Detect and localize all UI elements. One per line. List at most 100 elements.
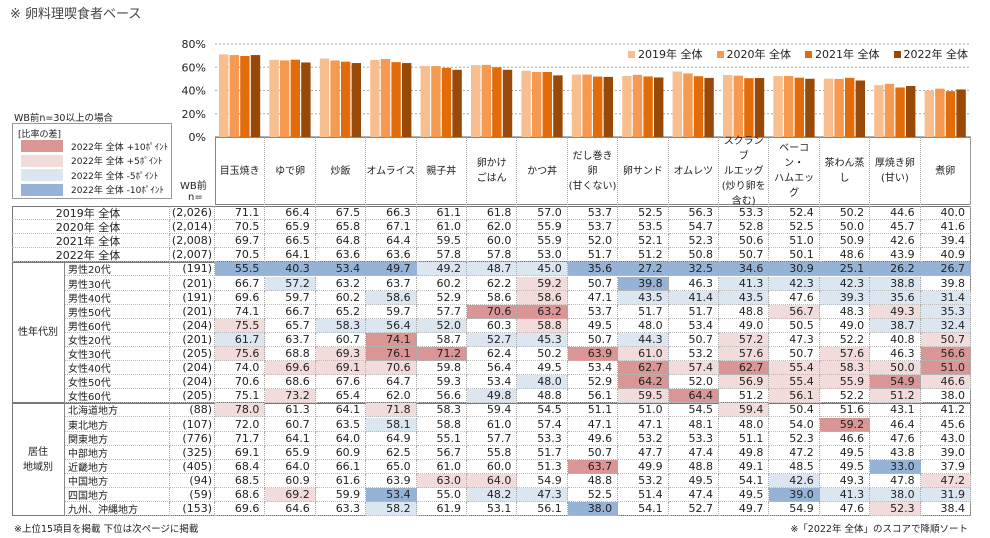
- table-cell: 53.4: [366, 488, 417, 503]
- bar: [290, 59, 300, 137]
- table-cell: 47.6: [870, 431, 921, 446]
- table-cell: 61.0: [416, 459, 467, 474]
- bar: [492, 67, 502, 137]
- table-cell: 48.8: [719, 304, 770, 319]
- bar: [351, 63, 361, 137]
- table-cell: 47.2: [769, 445, 820, 460]
- table-cell: 32.4: [920, 318, 971, 333]
- row-label: 男性20代: [65, 262, 170, 277]
- table-cell: 43.5: [618, 290, 669, 305]
- legend-swatch: [805, 51, 812, 58]
- table-cell: 41.3: [819, 488, 871, 503]
- table-cell: 32.5: [668, 262, 719, 277]
- legend-swatch: [716, 51, 724, 58]
- table-cell: 63.5: [315, 417, 367, 432]
- legend-item: 2021年 全体: [805, 46, 880, 62]
- legend-swatch: [893, 51, 901, 58]
- table-cell: 43.5: [719, 290, 770, 305]
- table-cell: 54.9: [870, 375, 921, 390]
- table-cell: 57.8: [467, 248, 518, 263]
- heat-swatch: [21, 169, 63, 181]
- group-label: 居住 地域別: [12, 403, 65, 517]
- table-cell: 61.7: [215, 332, 266, 347]
- table-cell: 64.9: [366, 431, 417, 446]
- table-cell: 73.2: [265, 389, 316, 404]
- table-cell: 55.5: [215, 262, 266, 277]
- row-n: (204): [170, 375, 215, 390]
- table-cell: 31.9: [920, 488, 971, 503]
- table-cell: 50.6: [719, 234, 770, 249]
- legend-swatch: [628, 51, 635, 58]
- table-cell: 47.6: [819, 502, 871, 517]
- chart-legend: 2019年 全体 2020年 全体 2021年 全体 2022年 全体: [628, 46, 968, 62]
- heat-legend-title: [比率の差]: [18, 130, 62, 140]
- bar: [744, 78, 754, 137]
- bar: [431, 66, 441, 137]
- legend-item: 2020年 全体: [716, 46, 791, 62]
- table-cell: 42.3: [819, 276, 871, 291]
- row-n: (2,014): [170, 220, 215, 235]
- table-cell: 52.3: [769, 431, 820, 446]
- row-n: (59): [170, 488, 215, 503]
- heat-legend-label: 2022年 全体 -5ﾎﾟｲﾝﾄ: [71, 171, 159, 182]
- table-cell: 63.9: [567, 347, 619, 362]
- bar: [521, 70, 531, 137]
- bar: [532, 72, 542, 137]
- bar: [823, 78, 834, 137]
- table-cell: 61.9: [416, 502, 467, 517]
- bar: [502, 69, 513, 137]
- table-cell: 50.9: [819, 234, 871, 249]
- table-cell: 52.5: [618, 206, 669, 221]
- table-cell: 48.8: [567, 473, 619, 488]
- table-cell: 40.3: [265, 262, 316, 277]
- table-cell: 54.7: [668, 220, 719, 235]
- table-cell: 50.7: [567, 332, 619, 347]
- table-cell: 53.4: [315, 262, 367, 277]
- table-cell: 58.6: [467, 290, 518, 305]
- table-cell: 57.0: [517, 206, 568, 221]
- table-cell: 58.1: [366, 417, 417, 432]
- table-cell: 53.2: [618, 473, 669, 488]
- row-label: 2022年 全体: [12, 248, 170, 263]
- bar: [855, 80, 865, 137]
- bar: [380, 58, 391, 138]
- table-cell: 66.7: [265, 304, 316, 319]
- table-cell: 61.0: [416, 220, 467, 235]
- table-cell: 66.5: [265, 234, 316, 249]
- table-cell: 50.0: [819, 220, 871, 235]
- table-cell: 47.2: [920, 473, 971, 488]
- table-cell: 52.3: [870, 502, 921, 517]
- column-header: オムライス: [366, 137, 417, 205]
- table-cell: 54.5: [517, 403, 568, 418]
- heat-legend-label: 2022年 全体 +10ﾎﾟｲﾝﾄ: [71, 142, 169, 153]
- row-label: 男性40代: [65, 290, 170, 305]
- table-cell: 44.3: [618, 332, 669, 347]
- row-label: 東北地方: [65, 417, 170, 432]
- row-label: 女性40代: [65, 361, 170, 376]
- bar: [402, 63, 412, 137]
- table-cell: 69.6: [215, 290, 266, 305]
- table-cell: 60.2: [416, 276, 467, 291]
- table-cell: 66.7: [215, 276, 266, 291]
- table-cell: 55.9: [819, 375, 871, 390]
- column-header: 親子丼: [417, 137, 467, 205]
- table-cell: 58.6: [517, 290, 568, 305]
- table-cell: 48.3: [819, 304, 871, 319]
- table-cell: 64.6: [265, 502, 316, 517]
- table-cell: 52.5: [769, 220, 820, 235]
- table-cell: 67.1: [366, 220, 417, 235]
- bar: [683, 73, 693, 137]
- bar: [603, 76, 613, 137]
- table-cell: 45.6: [920, 417, 971, 432]
- table-cell: 48.8: [517, 389, 568, 404]
- table-cell: 64.4: [668, 389, 719, 404]
- row-label: 2021年 全体: [12, 234, 170, 249]
- table-cell: 65.4: [315, 389, 367, 404]
- table-cell: 48.5: [769, 459, 820, 474]
- table-cell: 46.3: [870, 347, 921, 362]
- table-cell: 47.4: [668, 488, 719, 503]
- bar: [784, 75, 794, 137]
- bar: [935, 88, 945, 137]
- table-cell: 51.2: [618, 248, 669, 263]
- table-cell: 71.7: [215, 431, 266, 446]
